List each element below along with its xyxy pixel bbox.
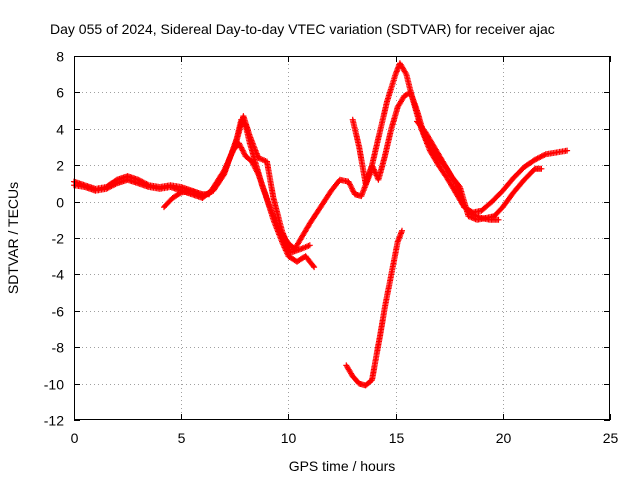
y-tick-label: 6 [56, 85, 64, 101]
axis-ticks: 0 5 10 15 20 25 -12 -10 -8 -6 -4 -2 0 2 4 6 8 [44, 49, 619, 447]
series-trace-b [71, 140, 318, 271]
data-point [538, 165, 545, 172]
y-tick-label: 2 [56, 158, 64, 174]
x-tick-label: 5 [178, 430, 186, 446]
y-axis-label: SDTVAR / TECUs [5, 182, 21, 294]
x-tick-label: 20 [496, 430, 512, 446]
x-tick-label: 0 [71, 430, 79, 446]
data-point [495, 216, 502, 223]
x-tick-label: 15 [389, 430, 405, 446]
y-tick-label: -8 [52, 340, 65, 356]
data-point [311, 264, 318, 271]
data-point [564, 147, 571, 154]
y-tick-label: -6 [52, 304, 65, 320]
y-tick-label: 4 [56, 122, 64, 138]
series-trace-f [343, 227, 405, 389]
y-tick-label: -10 [44, 377, 64, 393]
y-tick-label: -4 [52, 267, 65, 283]
y-tick-label: -12 [44, 413, 64, 429]
data-point [402, 69, 409, 76]
grid [74, 56, 610, 420]
series-trace-a [71, 60, 571, 252]
x-axis-label: GPS time / hours [289, 458, 396, 474]
plot-area [71, 60, 571, 389]
y-tick-label: 8 [56, 49, 64, 65]
data-point [399, 227, 405, 234]
y-tick-label: -2 [52, 231, 65, 247]
data-point [306, 242, 313, 249]
data-point [310, 262, 317, 269]
x-tick-label: 10 [281, 430, 297, 446]
x-tick-label: 25 [603, 430, 619, 446]
data-point [177, 190, 183, 197]
chart-title: Day 055 of 2024, Sidereal Day-to-day VTE… [50, 21, 555, 37]
series-trace-e [414, 118, 545, 223]
y-tick-label: 0 [56, 195, 64, 211]
series-trace-c [161, 113, 313, 256]
